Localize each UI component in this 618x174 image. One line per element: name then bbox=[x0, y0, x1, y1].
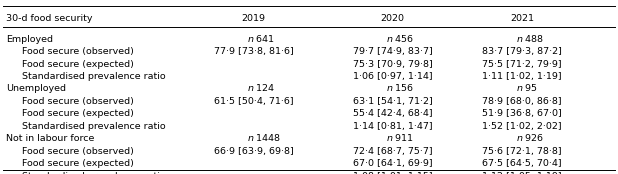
Text: 30-d food security: 30-d food security bbox=[6, 14, 93, 23]
Text: 67·5 [64·5, 70·4]: 67·5 [64·5, 70·4] bbox=[483, 159, 562, 168]
Text: 61·5 [50·4, 71·6]: 61·5 [50·4, 71·6] bbox=[214, 97, 293, 106]
Text: Standardised prevalence ratio: Standardised prevalence ratio bbox=[22, 172, 165, 174]
Text: 72·4 [68·7, 75·7]: 72·4 [68·7, 75·7] bbox=[353, 147, 432, 156]
Text: 1·14 [0·81, 1·47]: 1·14 [0·81, 1·47] bbox=[353, 122, 432, 131]
Text: 488: 488 bbox=[522, 35, 543, 44]
Text: 1448: 1448 bbox=[253, 134, 281, 143]
Text: 67·0 [64·1, 69·9]: 67·0 [64·1, 69·9] bbox=[353, 159, 432, 168]
Text: n: n bbox=[516, 35, 522, 44]
Text: 926: 926 bbox=[522, 134, 543, 143]
Text: 2021: 2021 bbox=[510, 14, 534, 23]
Text: Not in labour force: Not in labour force bbox=[6, 134, 95, 143]
Text: 95: 95 bbox=[522, 84, 537, 93]
Text: 156: 156 bbox=[392, 84, 413, 93]
Text: 456: 456 bbox=[392, 35, 413, 44]
Text: Food secure (observed): Food secure (observed) bbox=[22, 47, 133, 56]
Text: 78·9 [68·0, 86·8]: 78·9 [68·0, 86·8] bbox=[483, 97, 562, 106]
Text: 1·52 [1·02, 2·02]: 1·52 [1·02, 2·02] bbox=[483, 122, 562, 131]
Text: 1·06 [0·97, 1·14]: 1·06 [0·97, 1·14] bbox=[353, 72, 432, 81]
Text: 79·7 [74·9, 83·7]: 79·7 [74·9, 83·7] bbox=[352, 47, 433, 56]
Text: Food secure (expected): Food secure (expected) bbox=[22, 60, 133, 69]
Text: Employed: Employed bbox=[6, 35, 53, 44]
Text: 1·08 [1·01, 1·15]: 1·08 [1·01, 1·15] bbox=[353, 172, 432, 174]
Text: 911: 911 bbox=[392, 134, 413, 143]
Text: n: n bbox=[247, 35, 253, 44]
Text: 641: 641 bbox=[253, 35, 274, 44]
Text: n: n bbox=[247, 84, 253, 93]
Text: n: n bbox=[516, 84, 522, 93]
Text: 2020: 2020 bbox=[381, 14, 404, 23]
Text: 75·5 [71·2, 79·9]: 75·5 [71·2, 79·9] bbox=[483, 60, 562, 69]
Text: Standardised prevalence ratio: Standardised prevalence ratio bbox=[22, 122, 165, 131]
Text: 77·9 [73·8, 81·6]: 77·9 [73·8, 81·6] bbox=[213, 47, 294, 56]
Text: 63·1 [54·1, 71·2]: 63·1 [54·1, 71·2] bbox=[352, 97, 433, 106]
Text: 51·9 [36·8, 67·0]: 51·9 [36·8, 67·0] bbox=[482, 109, 562, 118]
Text: 124: 124 bbox=[253, 84, 274, 93]
Text: 66·9 [63·9, 69·8]: 66·9 [63·9, 69·8] bbox=[213, 147, 294, 156]
Text: n: n bbox=[386, 84, 392, 93]
Text: 75·3 [70·9, 79·8]: 75·3 [70·9, 79·8] bbox=[352, 60, 433, 69]
Text: n: n bbox=[386, 35, 392, 44]
Text: Food secure (expected): Food secure (expected) bbox=[22, 109, 133, 118]
Text: n: n bbox=[516, 134, 522, 143]
Text: Food secure (expected): Food secure (expected) bbox=[22, 159, 133, 168]
Text: Unemployed: Unemployed bbox=[6, 84, 66, 93]
Text: n: n bbox=[247, 134, 253, 143]
Text: 83·7 [79·3, 87·2]: 83·7 [79·3, 87·2] bbox=[482, 47, 562, 56]
Text: Food secure (observed): Food secure (observed) bbox=[22, 147, 133, 156]
Text: 1·12 [1·05, 1·19]: 1·12 [1·05, 1·19] bbox=[483, 172, 562, 174]
Text: 2019: 2019 bbox=[242, 14, 265, 23]
Text: 1·11 [1·02, 1·19]: 1·11 [1·02, 1·19] bbox=[483, 72, 562, 81]
Text: Food secure (observed): Food secure (observed) bbox=[22, 97, 133, 106]
Text: 75·6 [72·1, 78·8]: 75·6 [72·1, 78·8] bbox=[483, 147, 562, 156]
Text: Standardised prevalence ratio: Standardised prevalence ratio bbox=[22, 72, 165, 81]
Text: 55·4 [42·4, 68·4]: 55·4 [42·4, 68·4] bbox=[353, 109, 432, 118]
Text: n: n bbox=[386, 134, 392, 143]
